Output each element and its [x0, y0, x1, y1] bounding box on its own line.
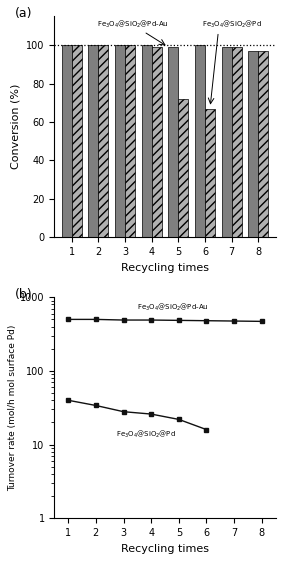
Bar — [232, 47, 242, 237]
Bar — [178, 99, 189, 237]
Bar — [98, 45, 108, 237]
Text: Fe$_3$O$_4$@SiO$_2$@Pd-Au: Fe$_3$O$_4$@SiO$_2$@Pd-Au — [97, 19, 169, 30]
X-axis label: Recycling times: Recycling times — [121, 262, 209, 273]
Bar — [115, 45, 125, 237]
Bar — [141, 45, 152, 237]
Bar — [125, 45, 135, 237]
Bar — [62, 45, 72, 237]
X-axis label: Recycling times: Recycling times — [121, 543, 209, 554]
Text: Fe$_3$O$_4$@SiO$_2$@Pd: Fe$_3$O$_4$@SiO$_2$@Pd — [116, 429, 176, 440]
Bar — [248, 51, 258, 237]
Y-axis label: Conversion (%): Conversion (%) — [11, 84, 21, 170]
Text: Fe$_3$O$_4$@SiO$_2$@Pd: Fe$_3$O$_4$@SiO$_2$@Pd — [202, 19, 262, 30]
Bar — [222, 47, 232, 237]
Y-axis label: Turnover rate (mol/h mol surface Pd): Turnover rate (mol/h mol surface Pd) — [8, 325, 17, 491]
Text: Fe$_3$O$_4$@SiO$_2$@Pd-Au: Fe$_3$O$_4$@SiO$_2$@Pd-Au — [137, 301, 209, 312]
Bar — [205, 108, 215, 237]
Text: (b): (b) — [14, 288, 32, 301]
Text: (a): (a) — [14, 7, 32, 20]
Bar — [152, 47, 162, 237]
Bar — [258, 51, 268, 237]
Bar — [168, 47, 178, 237]
Bar — [88, 45, 98, 237]
Bar — [72, 45, 82, 237]
Bar — [195, 45, 205, 237]
